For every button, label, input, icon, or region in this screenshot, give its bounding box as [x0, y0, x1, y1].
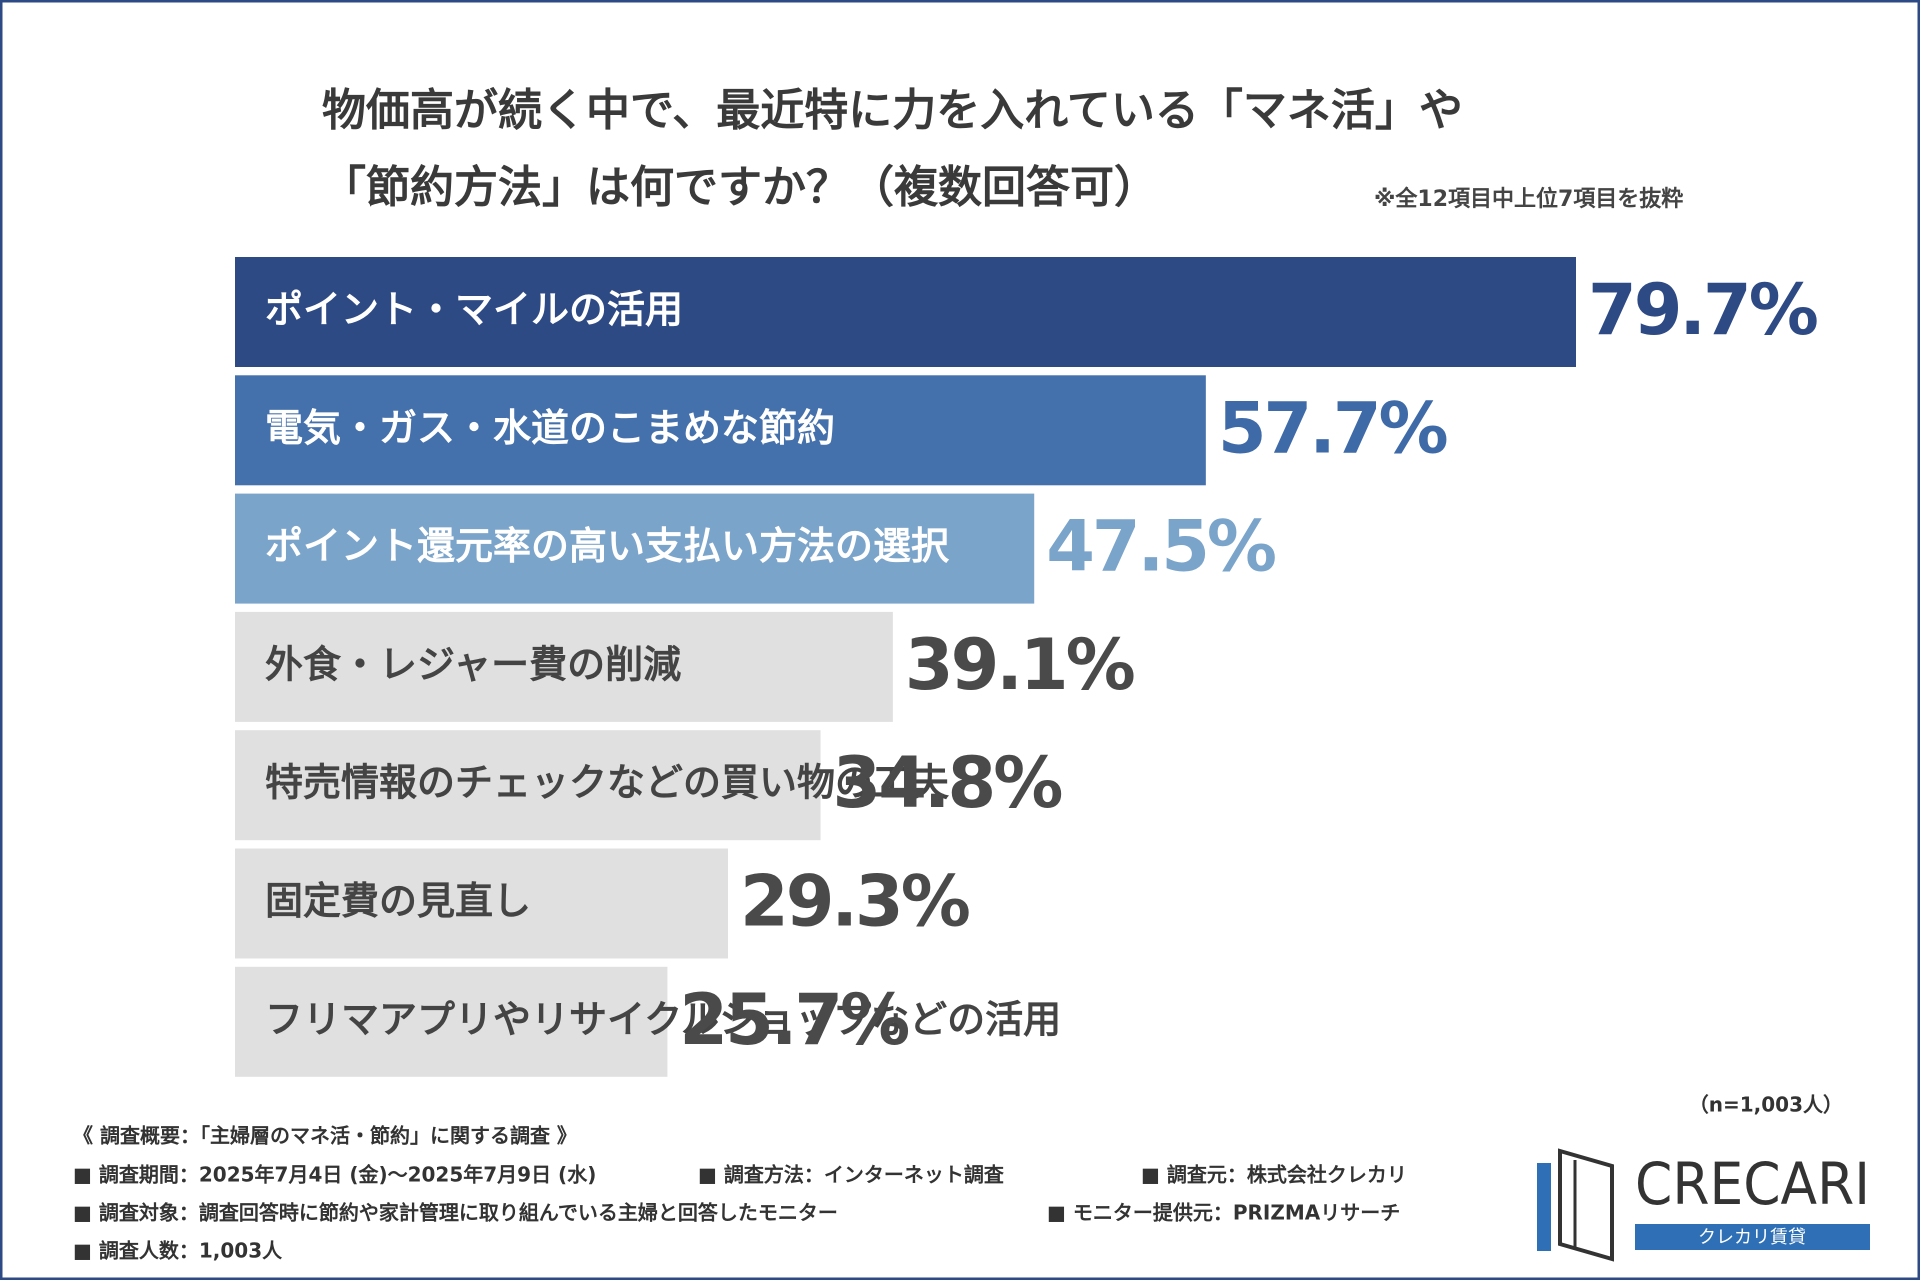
bar: [235, 375, 1206, 486]
survey-item: ■ 調査元：株式会社クレカリ: [1141, 1163, 1407, 1187]
survey-item: ■ 調査人数：1,003人: [73, 1239, 283, 1263]
logo: CRECARI クレカリ賃貸: [1537, 1148, 1870, 1262]
sample-size: （n=1,003人）: [1689, 1093, 1843, 1117]
bar: [235, 848, 728, 959]
value-label: 34.8%: [833, 742, 1062, 824]
category-label: 固定費の見直し: [265, 879, 531, 923]
category-label: 電気・ガス・水道のこまめな節約: [265, 406, 835, 450]
bars: ポイント・マイルの活用 79.7% 電気・ガス・水道のこまめな節約 57.7% ポイント…: [235, 257, 1820, 1077]
survey-item: ■ 調査方法：インターネット調査: [698, 1163, 1004, 1187]
value-label: 79.7%: [1588, 269, 1817, 351]
bar: [235, 257, 1576, 367]
category-label: ポイント還元率の高い支払い方法の選択: [265, 524, 950, 568]
category-label: 外食・レジャー費の削減: [265, 642, 681, 686]
survey-item: ■ 調査期間：2025年7月4日 (金)〜2025年7月9日 (水): [73, 1163, 596, 1187]
value-label: 25.7%: [679, 979, 908, 1061]
value-label: 57.7%: [1218, 387, 1447, 469]
value-label: 39.1%: [905, 624, 1134, 706]
category-label: フリマアプリやリサイクルショップなどの活用: [265, 997, 1061, 1041]
survey-item: ■ モニター提供元：PRIZMAリサーチ: [1047, 1201, 1400, 1225]
bar: [235, 966, 668, 1077]
note: ※全12項目中上位7項目を抜粋: [1374, 186, 1683, 212]
logo-name: CRECARI: [1635, 1150, 1870, 1218]
logo-tagline: クレカリ賃貸: [1698, 1227, 1806, 1248]
survey-item: ■ 調査対象：調査回答時に節約や家計管理に取り組んでいる主婦と回答したモニター: [73, 1201, 838, 1225]
bar: [235, 730, 821, 841]
chart-title: 物価高が続く中で、最近特に力を入れている「マネ活」や: [322, 85, 1463, 136]
bar: [235, 611, 893, 722]
value-label: 47.5%: [1046, 506, 1275, 588]
logo-icon: [1558, 1148, 1614, 1262]
category-label: ポイント・マイルの活用: [265, 288, 683, 332]
value-label: 29.3%: [740, 861, 969, 943]
chart-title: 「節約方法」は何ですか？（複数回答可）: [322, 162, 1158, 213]
logo-icon: [1537, 1163, 1551, 1251]
logo-band: [1635, 1224, 1870, 1250]
bar: [235, 493, 1035, 604]
category-label: 特売情報のチェックなどの買い物の工夫: [265, 761, 949, 805]
survey-heading: 《 調査概要：「主婦層のマネ活・節約」に関する調査 》: [73, 1124, 577, 1148]
